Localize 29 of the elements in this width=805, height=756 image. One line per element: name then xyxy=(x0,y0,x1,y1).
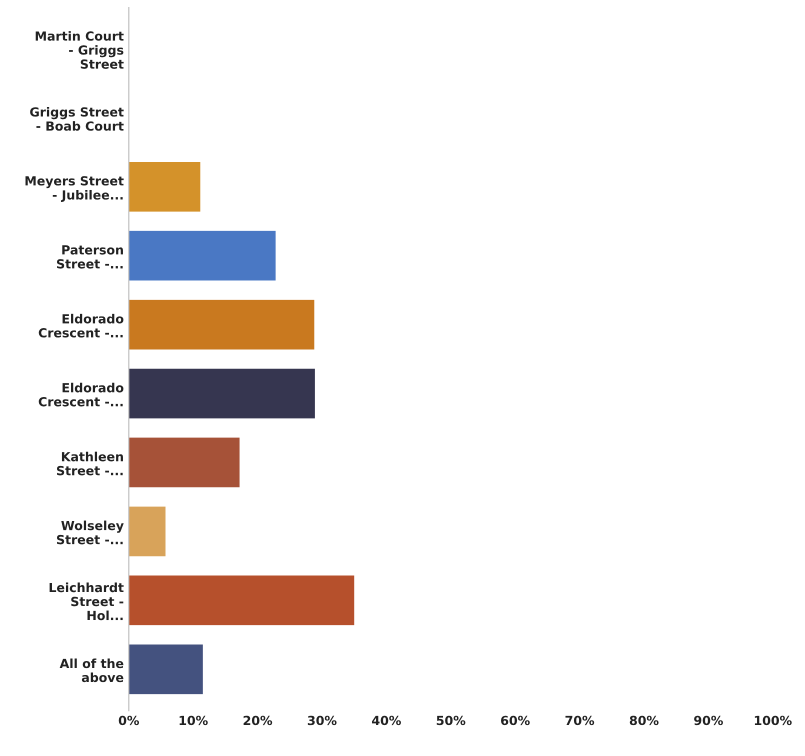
y-tick-label: All of the above xyxy=(60,658,124,682)
x-tick-label: 40% xyxy=(372,716,401,726)
x-tick-label: 10% xyxy=(180,716,208,726)
bar xyxy=(128,300,314,350)
x-tick-label: 30% xyxy=(308,716,337,726)
x-tick-label: 0% xyxy=(118,716,140,726)
x-tick-label: 90% xyxy=(694,716,723,726)
y-tick-label: Leichhardt Street - Hol... xyxy=(50,582,124,620)
x-tick-label: 20% xyxy=(244,716,272,726)
y-tick-label: Wolseley Street -... xyxy=(56,520,124,544)
bar xyxy=(128,162,200,212)
y-tick-label: Kathleen Street -... xyxy=(56,452,123,476)
bar xyxy=(128,438,240,488)
bar xyxy=(128,368,315,418)
bar xyxy=(128,506,166,556)
x-tick-label: 50% xyxy=(436,716,466,726)
bar xyxy=(128,644,203,694)
x-tick-label: 60% xyxy=(501,716,530,726)
y-tick-label: Paterson Street -... xyxy=(56,245,123,269)
y-tick-label: Eldorado Crescent -... xyxy=(38,314,124,338)
y-tick-label: Griggs Street - Boab Court xyxy=(30,107,124,131)
y-tick-label: Martin Court - Griggs Street xyxy=(36,31,124,69)
y-tick-label: Eldorado Crescent -... xyxy=(38,382,124,406)
bar xyxy=(128,230,276,281)
x-tick-label: 100% xyxy=(754,716,792,726)
bar xyxy=(128,576,354,626)
x-tick-label: 70% xyxy=(565,716,594,726)
y-tick-label: Meyers Street - Jubilee... xyxy=(26,176,124,202)
x-tick-label: 80% xyxy=(630,716,659,726)
